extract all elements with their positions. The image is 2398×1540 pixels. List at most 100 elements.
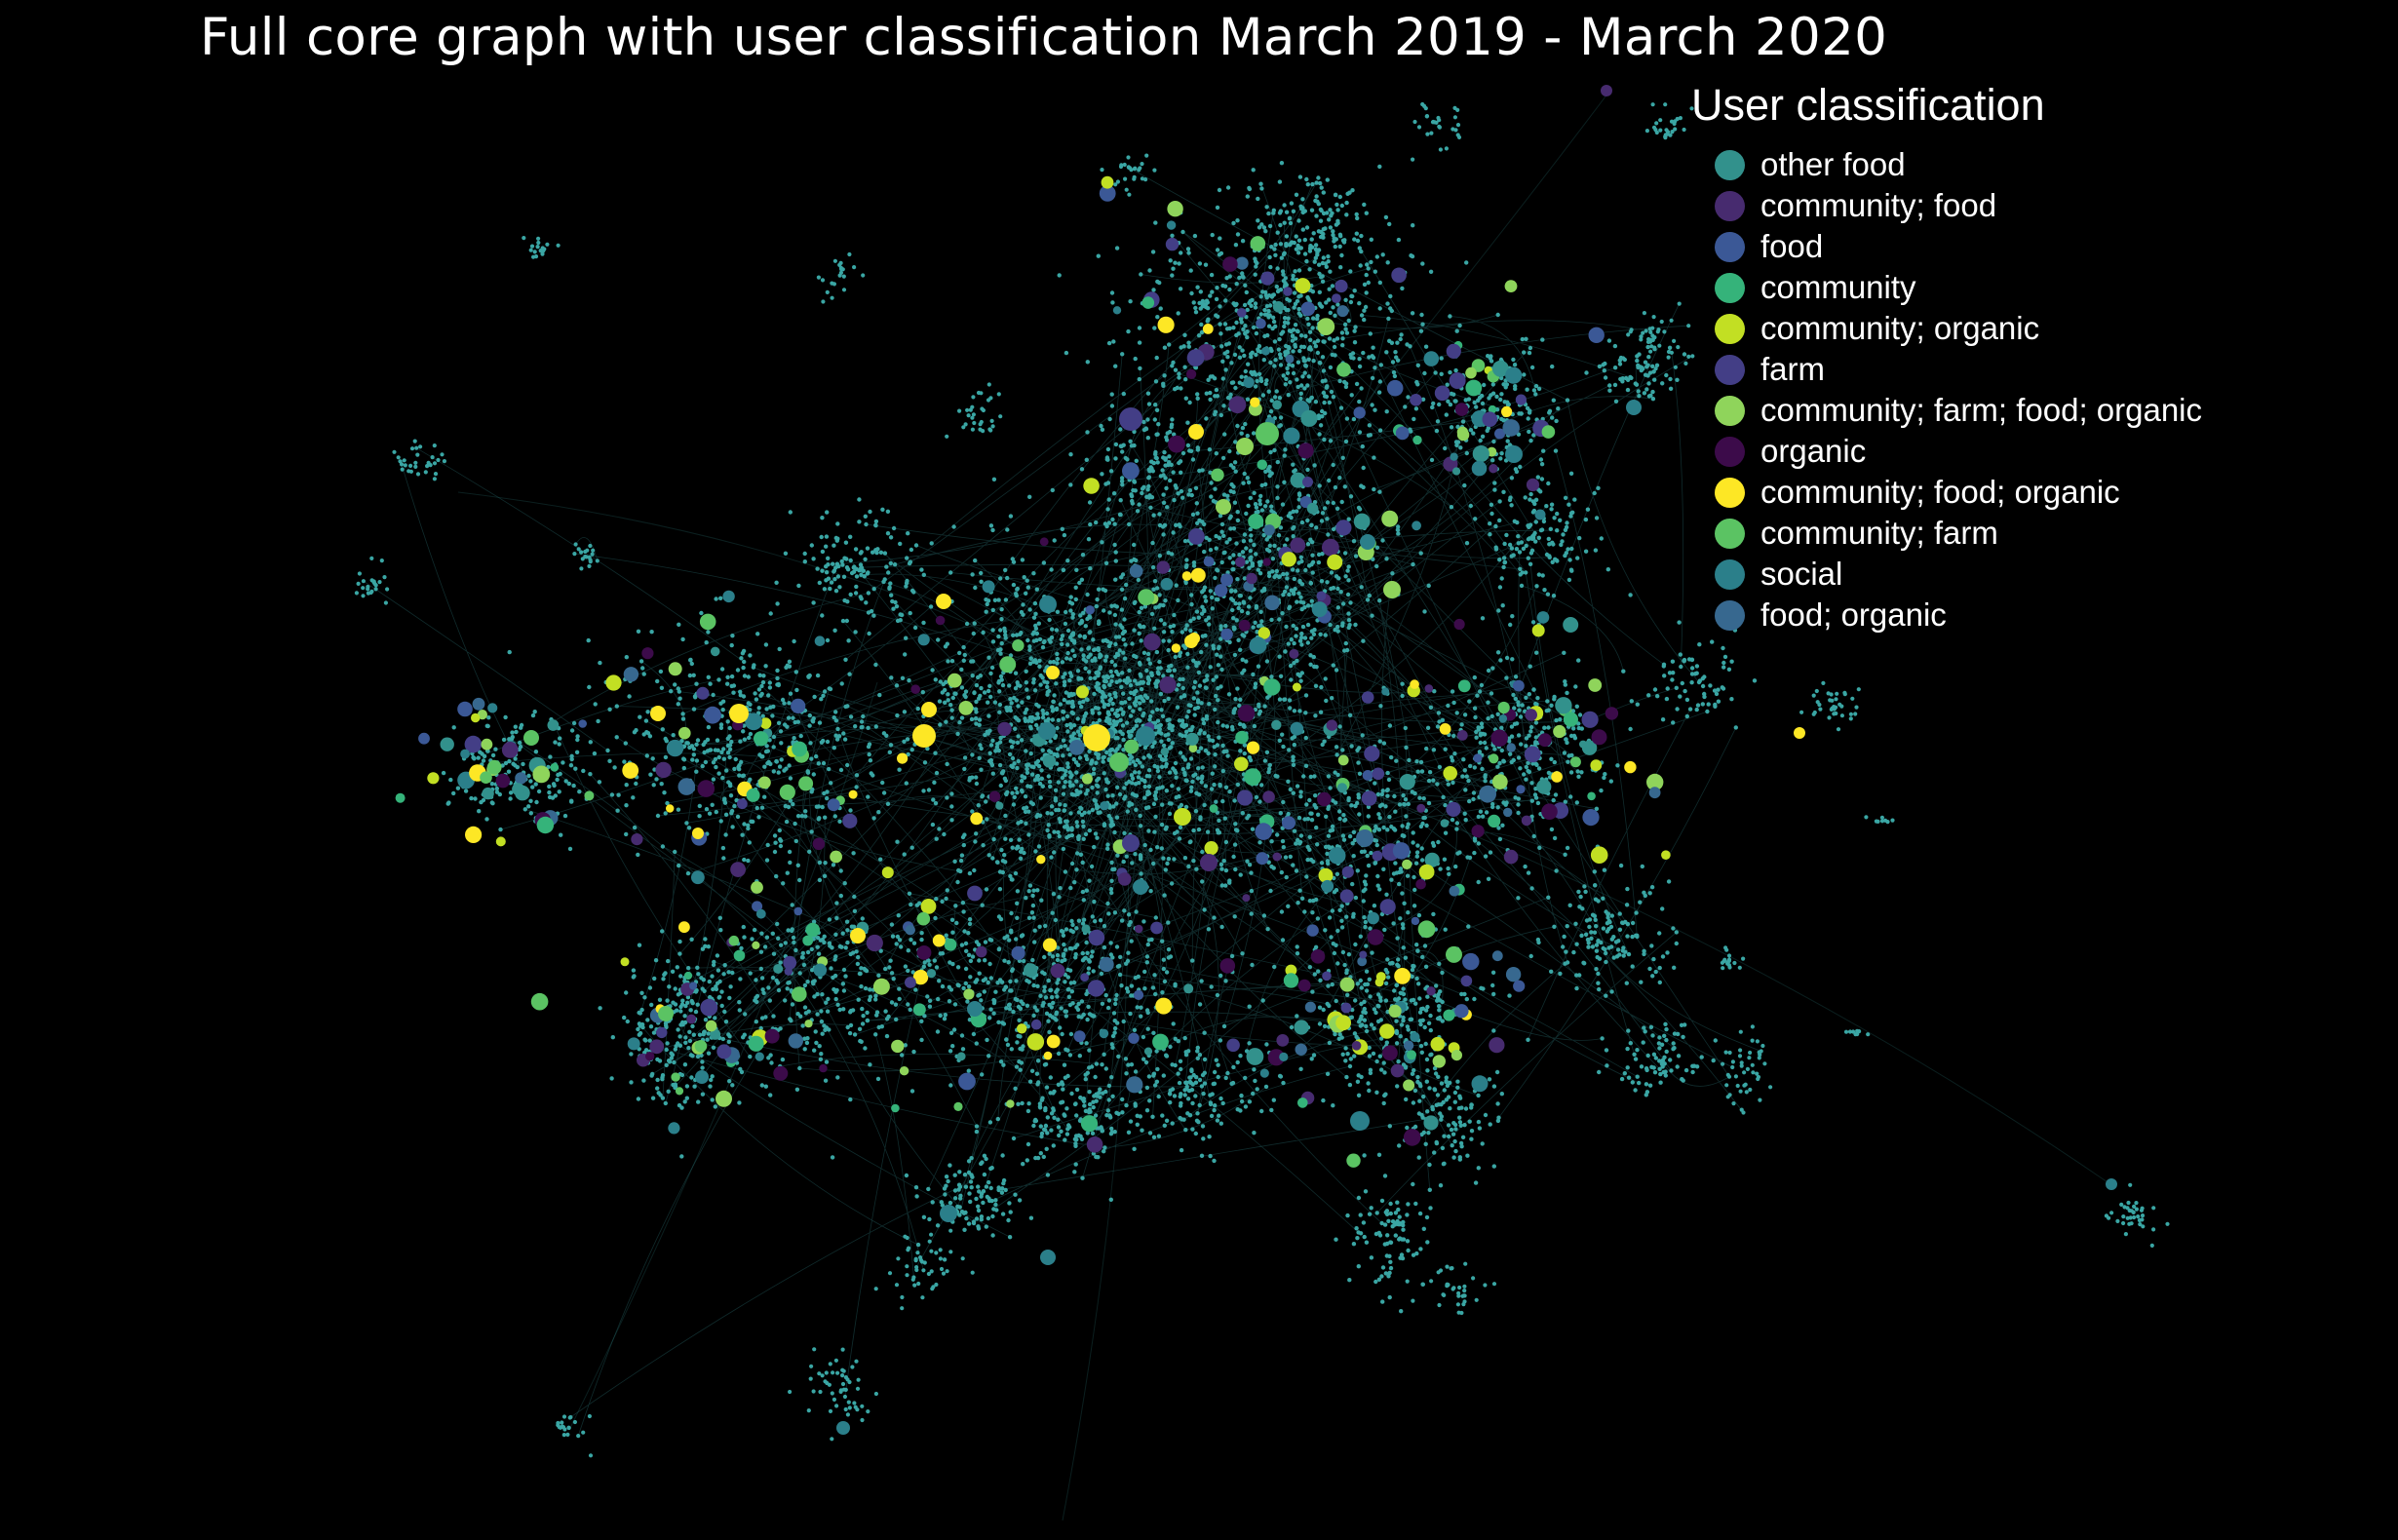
graph-node — [1097, 619, 1102, 624]
graph-node — [1259, 783, 1264, 788]
graph-node — [1161, 856, 1166, 861]
graph-node — [1060, 775, 1065, 781]
graph-node — [1137, 660, 1142, 666]
graph-node — [1350, 841, 1355, 846]
graph-node — [851, 851, 856, 856]
graph-node — [1354, 212, 1359, 217]
graph-node — [1311, 632, 1317, 636]
graph-node — [1162, 893, 1167, 898]
graph-node — [1286, 641, 1292, 646]
graph-node — [895, 934, 901, 940]
graph-node — [1249, 911, 1254, 916]
graph-node — [1370, 375, 1375, 381]
graph-node — [1357, 812, 1362, 817]
graph-node — [718, 928, 723, 933]
graph-node — [993, 989, 998, 994]
graph-node — [1025, 578, 1029, 583]
graph-node — [1259, 589, 1265, 594]
graph-node — [588, 772, 593, 777]
graph-node — [800, 1023, 805, 1028]
graph-node — [1096, 253, 1102, 258]
graph-node — [921, 964, 926, 969]
graph-node — [1003, 813, 1008, 819]
graph-node — [1242, 743, 1248, 748]
graph-node — [999, 640, 1004, 646]
graph-node — [1258, 559, 1264, 564]
graph-node — [1011, 559, 1017, 564]
graph-node — [1108, 748, 1113, 752]
graph-node — [773, 840, 778, 845]
graph-node — [739, 656, 744, 661]
graph-node — [1187, 488, 1193, 493]
graph-node — [718, 725, 724, 730]
graph-node — [1171, 623, 1177, 629]
graph-node — [1241, 600, 1247, 605]
graph-node — [1260, 998, 1265, 1003]
graph-node — [649, 630, 654, 635]
graph-node — [1309, 1057, 1314, 1061]
graph-node — [1287, 748, 1292, 752]
graph-node — [1067, 784, 1073, 789]
graph-node — [1296, 384, 1300, 390]
graph-node — [1278, 355, 1284, 361]
graph-node — [1327, 287, 1332, 291]
graph-node — [1202, 521, 1207, 527]
graph-node — [1134, 807, 1139, 812]
graph-node — [1115, 719, 1120, 724]
graph-node — [875, 1076, 881, 1082]
graph-node — [1367, 1054, 1373, 1059]
graph-node — [1219, 529, 1224, 534]
graph-node — [1330, 828, 1335, 832]
graph-node — [1400, 922, 1406, 927]
graph-node — [1126, 328, 1131, 334]
graph-node — [1017, 1018, 1022, 1023]
graph-node — [1045, 680, 1050, 685]
graph-node — [974, 682, 980, 688]
graph-node — [1047, 617, 1052, 623]
graph-node — [1311, 316, 1316, 321]
graph-node — [860, 1006, 865, 1012]
graph-node — [1066, 700, 1072, 705]
graph-node — [1331, 500, 1336, 506]
graph-node — [1353, 998, 1358, 1003]
graph-node — [743, 1012, 748, 1017]
graph-node — [1064, 722, 1069, 728]
graph-node — [1136, 775, 1141, 780]
graph-node — [962, 755, 968, 760]
graph-node — [1251, 431, 1257, 436]
graph-node — [1046, 716, 1051, 722]
graph-node — [1100, 699, 1105, 704]
graph-node — [942, 1017, 948, 1021]
graph-node — [1069, 946, 1074, 951]
graph-node — [1011, 740, 1016, 745]
graph-node — [764, 744, 769, 749]
graph-node — [1393, 809, 1398, 814]
graph-node — [1061, 846, 1066, 852]
graph-node — [1307, 797, 1312, 803]
graph-node — [821, 738, 826, 744]
graph-node — [1349, 393, 1354, 398]
graph-node — [1008, 697, 1013, 702]
graph-node — [833, 718, 839, 723]
graph-node — [1113, 691, 1118, 696]
graph-node — [1172, 857, 1177, 862]
graph-node — [1109, 860, 1114, 866]
graph-node — [1138, 707, 1142, 712]
graph-node — [1065, 642, 1070, 647]
graph-node — [1420, 1006, 1426, 1012]
graph-node — [770, 931, 775, 936]
graph-node — [631, 795, 636, 800]
graph-node — [1172, 668, 1178, 673]
graph-node — [1393, 350, 1398, 355]
graph-node — [1054, 707, 1060, 712]
graph-node — [1360, 733, 1365, 738]
graph-node — [934, 836, 939, 841]
edge — [569, 681, 878, 1429]
graph-node — [1309, 522, 1314, 527]
graph-node — [813, 1029, 818, 1034]
graph-node — [1397, 881, 1402, 887]
graph-node — [1214, 387, 1219, 393]
graph-node — [1099, 971, 1104, 977]
graph-node — [696, 972, 701, 977]
graph-node — [1257, 799, 1262, 804]
